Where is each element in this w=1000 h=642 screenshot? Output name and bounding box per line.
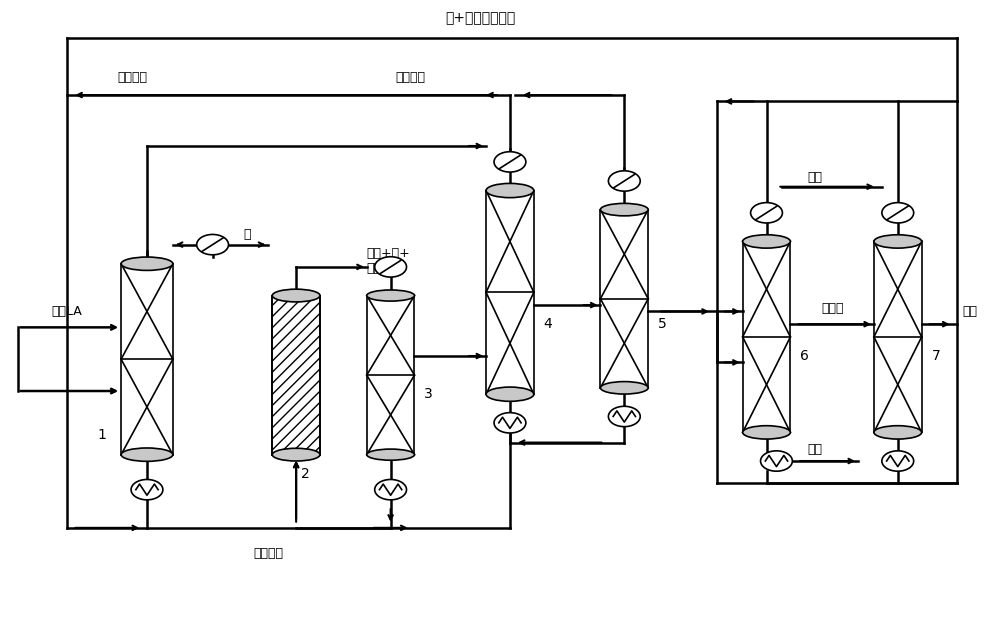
Ellipse shape [600,204,648,216]
Ellipse shape [121,257,173,270]
Text: 粗产品: 粗产品 [821,302,843,315]
Text: 7: 7 [932,349,940,363]
Circle shape [197,234,229,255]
Text: 轻杂: 轻杂 [807,171,822,184]
Ellipse shape [874,426,922,439]
Text: 新鲜甲醇: 新鲜甲醇 [117,71,147,83]
Text: 5: 5 [658,317,667,331]
Circle shape [751,203,782,223]
Bar [874,241,922,432]
Text: 产品: 产品 [962,305,977,318]
Bar [272,295,320,455]
Ellipse shape [272,448,320,461]
Bar [600,210,648,388]
Ellipse shape [272,289,320,302]
Text: 重杂: 重杂 [807,443,822,456]
Circle shape [761,451,792,471]
Text: 甲醇+水+
乳酸甲酯: 甲醇+水+ 乳酸甲酯 [367,247,410,275]
Circle shape [131,480,163,500]
Bar [743,241,790,432]
Circle shape [882,451,914,471]
Ellipse shape [743,426,790,439]
Ellipse shape [367,449,414,460]
Circle shape [375,480,407,500]
Bar [121,264,173,455]
Circle shape [494,413,526,433]
Text: 1: 1 [97,428,106,442]
Bar [486,191,534,394]
Ellipse shape [486,184,534,198]
Circle shape [882,203,914,223]
Circle shape [375,257,407,277]
Text: 回收甲醇: 回收甲醇 [396,71,426,83]
Circle shape [608,406,640,427]
Bar [272,295,320,455]
Ellipse shape [121,448,173,462]
Circle shape [494,152,526,172]
Text: 水+少量乳酸甲酯: 水+少量乳酸甲酯 [445,12,515,26]
Circle shape [608,171,640,191]
Text: 回收乳酸: 回收乳酸 [254,547,284,560]
Ellipse shape [600,381,648,394]
Bar [367,295,414,455]
Text: 6: 6 [800,349,809,363]
Text: 水: 水 [243,229,251,241]
Text: 2: 2 [301,467,310,482]
Ellipse shape [367,290,414,301]
Ellipse shape [874,235,922,248]
Text: 4: 4 [544,317,553,331]
Text: 原料LA: 原料LA [52,305,82,318]
Text: 3: 3 [424,387,433,401]
Ellipse shape [486,387,534,401]
Ellipse shape [743,235,790,248]
